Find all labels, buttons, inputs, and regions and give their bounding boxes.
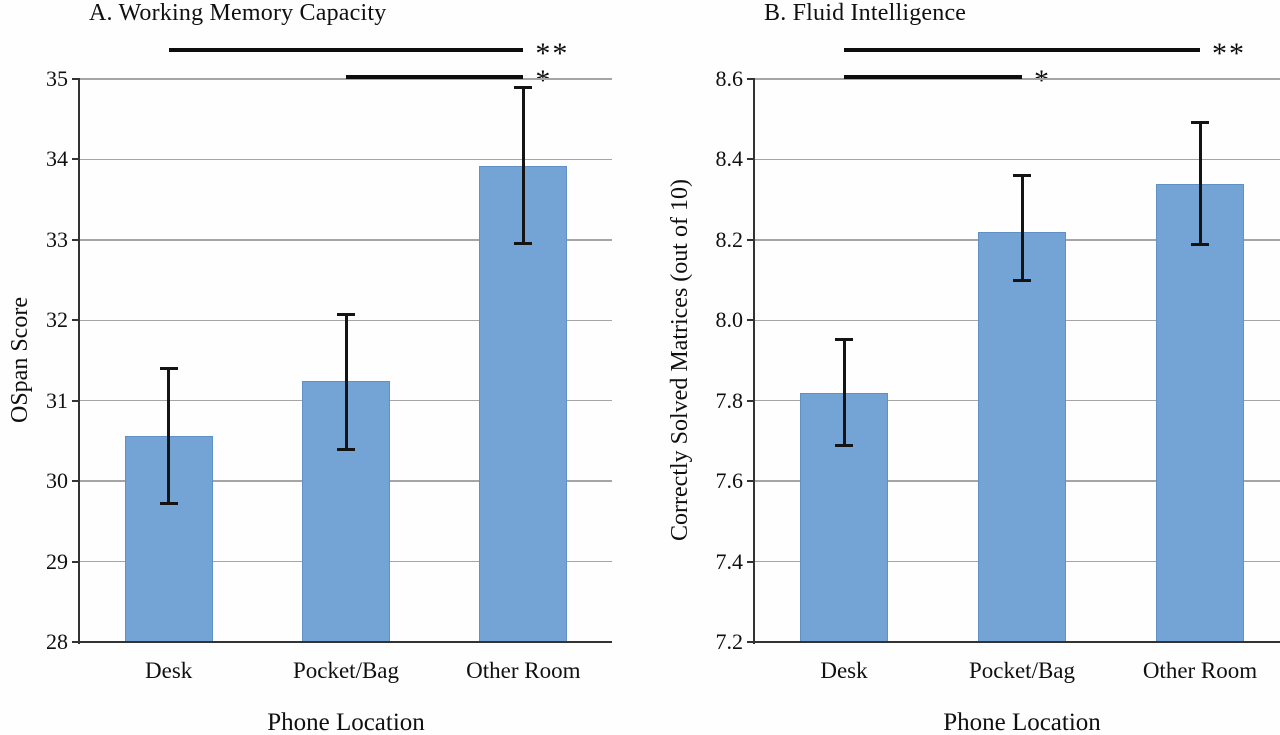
y-tick-label: 29	[46, 548, 68, 574]
error-bar-line	[1198, 123, 1202, 244]
error-bar-line	[521, 87, 525, 244]
y-tick	[747, 78, 755, 80]
bar-other-room	[479, 165, 568, 642]
error-bar-desk	[159, 366, 178, 505]
y-tick-label: 7.6	[715, 468, 744, 494]
error-bar-cap-top	[835, 338, 853, 342]
gridline	[80, 78, 612, 80]
y-tick-label: 7.8	[715, 387, 744, 413]
y-tick-label: 7.2	[715, 629, 744, 654]
y-tick	[747, 399, 755, 402]
error-bar-cap-top	[159, 366, 178, 370]
error-bar-cap-bottom	[337, 447, 355, 451]
bar-other-room	[1156, 183, 1244, 642]
y-tick	[747, 238, 755, 241]
sig-line-1	[346, 75, 524, 79]
y-tick	[72, 238, 80, 241]
x-category-label-other-room: Other Room	[466, 658, 581, 683]
gridline	[80, 239, 612, 241]
sig-label-1: *	[1034, 64, 1051, 97]
sig-line-0	[168, 48, 524, 52]
y-tick	[72, 560, 80, 563]
y-tick	[72, 158, 80, 161]
error-bar-cap-bottom	[1013, 279, 1031, 283]
error-bar-other-room	[514, 85, 533, 246]
y-tick-label: 33	[46, 226, 68, 252]
x-category-label-desk: Desk	[820, 658, 868, 683]
y-tick	[747, 158, 755, 161]
y-tick-label: 8.2	[715, 226, 744, 252]
error-bar-pocket-bag	[1013, 173, 1031, 283]
error-bar-cap-bottom	[514, 242, 533, 246]
gridline	[755, 158, 1280, 161]
y-tick-label: 34	[46, 146, 68, 172]
y-tick	[747, 560, 755, 563]
sig-label-0: **	[1212, 37, 1246, 70]
bar-pocket-bag	[978, 231, 1066, 642]
error-bar-cap-top	[337, 312, 355, 316]
y-tick-label: 7.4	[715, 548, 744, 574]
y-axis-line	[78, 78, 80, 644]
y-tick-label: 28	[46, 629, 68, 654]
error-bar-cap-bottom	[1191, 242, 1209, 246]
panel-title: A. Working Memory Capacity	[89, 0, 387, 26]
y-tick	[72, 641, 80, 643]
gridline	[755, 78, 1280, 80]
y-tick-label: 8.4	[715, 146, 744, 172]
x-axis-line	[755, 641, 1280, 643]
y-tick	[72, 78, 80, 80]
error-bar-pocket-bag	[337, 312, 355, 451]
x-category-label-other-room: Other Room	[1142, 658, 1258, 683]
y-tick-label: 30	[46, 468, 68, 494]
y-tick-label: 31	[46, 387, 68, 413]
y-tick	[747, 319, 755, 322]
y-tick-label: 8.0	[715, 307, 744, 333]
y-tick	[72, 319, 80, 322]
error-bar-line	[842, 340, 846, 445]
x-axis-line	[80, 641, 612, 643]
y-tick-label: 35	[46, 66, 68, 91]
x-axis-title: Phone Location	[943, 709, 1101, 735]
gridline	[80, 158, 612, 161]
x-axis-title: Phone Location	[267, 709, 425, 735]
error-bar-line	[167, 368, 171, 503]
panel-title: B. Fluid Intelligence	[764, 0, 967, 26]
sig-label-1: *	[535, 64, 553, 97]
error-bar-cap-top	[1191, 121, 1209, 125]
sig-line-1	[844, 75, 1022, 79]
x-category-label-desk: Desk	[145, 658, 193, 683]
error-bar-cap-top	[1013, 173, 1031, 177]
error-bar-line	[344, 314, 348, 449]
error-bar-cap-bottom	[835, 443, 853, 447]
error-bar-other-room	[1191, 121, 1209, 246]
error-bar-desk	[835, 338, 853, 447]
y-tick	[72, 399, 80, 402]
x-category-label-pocket-bag: Pocket/Bag	[968, 658, 1076, 683]
sig-label-0: **	[535, 37, 570, 70]
y-axis-line	[753, 78, 755, 644]
error-bar-cap-top	[514, 85, 533, 89]
x-category-label-pocket-bag: Pocket/Bag	[292, 658, 400, 683]
y-tick-label: 8.6	[715, 66, 744, 91]
y-tick	[747, 480, 755, 483]
y-tick-label: 32	[46, 307, 68, 333]
error-bar-line	[1020, 175, 1024, 281]
y-tick	[747, 641, 755, 643]
error-bar-cap-bottom	[159, 501, 178, 505]
y-tick	[72, 480, 80, 483]
sig-line-0	[844, 48, 1200, 52]
